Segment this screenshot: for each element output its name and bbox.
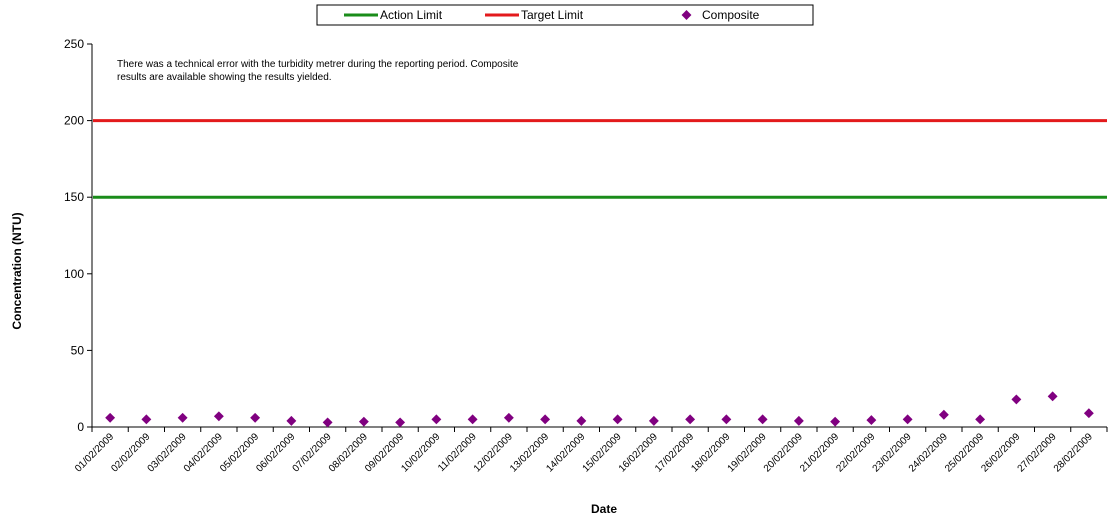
composite-point <box>1083 408 1094 419</box>
annotation-line-2: results are available showing the result… <box>117 72 332 83</box>
composite-point <box>576 415 587 426</box>
composite-point <box>503 412 514 423</box>
y-tick-label: 150 <box>64 190 84 204</box>
limit-lines <box>93 119 1107 199</box>
composite-point <box>612 414 623 425</box>
y-tick-label: 0 <box>77 420 84 434</box>
composite-point <box>431 414 442 425</box>
y-tick-label: 100 <box>64 267 84 281</box>
legend: Action Limit Target Limit Composite <box>316 4 814 26</box>
composite-point <box>757 414 768 425</box>
x-tick-label: 28/02/2009 <box>1052 431 1095 474</box>
composite-point <box>395 417 406 428</box>
x-axis-title: Date <box>591 502 617 516</box>
legend-box <box>316 4 814 26</box>
x-axis: 01/02/200902/02/200903/02/200904/02/2009… <box>73 426 1108 475</box>
composite-point <box>177 412 188 423</box>
legend-marker-composite <box>681 10 692 20</box>
legend-label-composite: Composite <box>702 8 760 22</box>
composite-point <box>975 414 986 425</box>
composite-point <box>105 412 116 423</box>
composite-point <box>1011 394 1022 405</box>
y-tick-label: 50 <box>71 343 85 357</box>
composite-point <box>902 414 913 425</box>
annotation-line-1: There was a technical error with the tur… <box>117 59 519 70</box>
composite-point <box>540 414 551 425</box>
composite-point <box>721 414 732 425</box>
composite-point <box>793 415 804 426</box>
x-tick-label: 10/02/2009 <box>399 431 442 474</box>
composite-point <box>685 414 696 425</box>
composite-points <box>105 391 1094 428</box>
composite-point <box>1047 391 1058 402</box>
composite-point <box>358 416 369 427</box>
y-axis: 0 50 100 150 200 250 <box>64 37 93 434</box>
legend-label-action-limit: Action Limit <box>380 8 443 22</box>
composite-point <box>830 416 841 427</box>
legend-label-target-limit: Target Limit <box>521 8 584 22</box>
composite-point <box>938 409 949 420</box>
composite-point <box>648 415 659 426</box>
composite-point <box>286 415 297 426</box>
y-tick-label: 250 <box>64 37 84 51</box>
composite-point <box>213 411 224 422</box>
composite-point <box>250 412 261 423</box>
composite-point <box>866 415 877 426</box>
composite-point <box>141 414 152 425</box>
y-tick-label: 200 <box>64 114 84 128</box>
y-axis-title: Concentration (NTU) <box>10 212 24 329</box>
composite-point <box>467 414 478 425</box>
composite-point <box>322 417 333 428</box>
